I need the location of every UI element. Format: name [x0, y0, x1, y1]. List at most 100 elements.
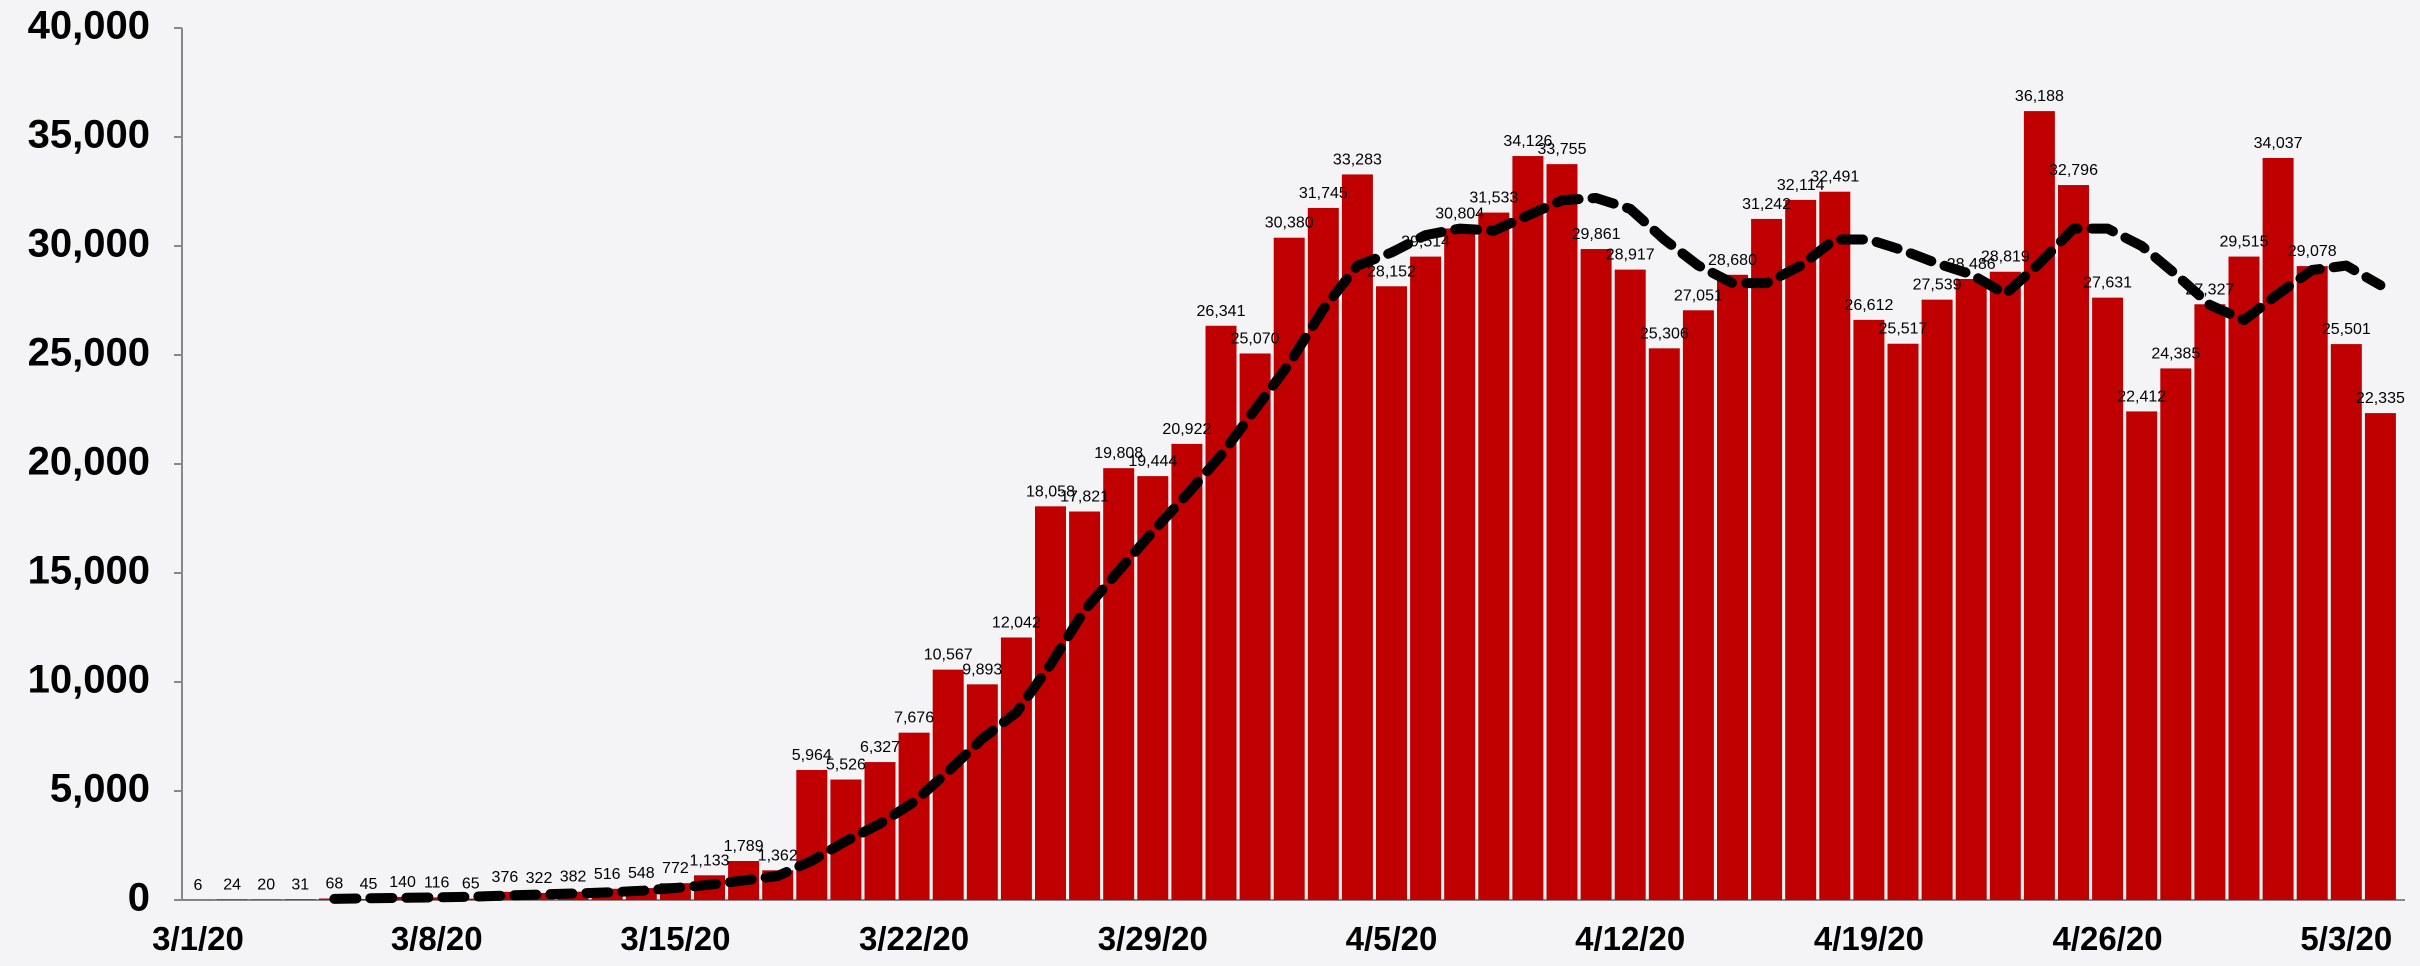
data-label: 10,567: [924, 647, 973, 664]
bar: [1682, 310, 1714, 900]
bar: [1785, 199, 1817, 900]
data-label: 772: [662, 860, 689, 877]
bar: [2330, 344, 2362, 900]
bar: [1035, 506, 1066, 900]
data-label: 1,133: [689, 852, 729, 869]
bar: [1648, 348, 1680, 900]
bar: [216, 899, 248, 900]
data-label: 34,037: [2254, 135, 2303, 152]
data-label: 25,070: [1231, 330, 1280, 347]
data-label: 25,501: [2322, 321, 2371, 338]
data-label: 5,964: [792, 747, 832, 764]
trend-line: [329, 193, 2386, 904]
data-label: 1,789: [724, 838, 764, 855]
x-tick-label: 4/5/20: [1346, 920, 1438, 957]
bar: [2092, 297, 2124, 901]
data-label: 45: [360, 876, 378, 893]
data-label: 36,188: [2015, 88, 2064, 105]
data-label: 376: [492, 869, 519, 886]
data-label: 12,042: [992, 614, 1041, 631]
bar: [1103, 468, 1135, 900]
data-label: 33,755: [1538, 141, 1587, 158]
data-label: 18,058: [1026, 483, 1075, 500]
x-tick-label: 3/1/20: [152, 920, 244, 957]
x-tick-label: 4/26/20: [2053, 920, 2163, 957]
bar: [1512, 156, 1544, 900]
bar: [1853, 319, 1885, 900]
bar: [2058, 185, 2089, 901]
data-label: 28,917: [1606, 247, 1655, 264]
bar: [966, 684, 998, 900]
data-label: 27,631: [2083, 275, 2132, 292]
data-label: 20,922: [1162, 421, 1211, 438]
bar: [1546, 164, 1578, 901]
bar: [1000, 637, 1032, 900]
data-label: 68: [326, 876, 344, 893]
data-label: 1,362: [758, 847, 798, 864]
data-label: 140: [389, 874, 416, 891]
data-label: 20: [257, 877, 275, 894]
bar: [2364, 413, 2396, 900]
bar: [284, 899, 316, 900]
bar: [2023, 111, 2055, 900]
bar: [1580, 249, 1612, 900]
bar: [1205, 325, 1237, 900]
bar: [2160, 368, 2192, 901]
bar: [1444, 228, 1476, 901]
data-label: 29,515: [2220, 234, 2269, 251]
bar: [1341, 174, 1373, 900]
data-label: 29,514: [1401, 234, 1450, 251]
y-tick-label: 30,000: [28, 222, 150, 266]
data-label: 31,242: [1742, 196, 1791, 213]
bar: [898, 732, 930, 900]
bar: [1751, 218, 1783, 901]
data-label: 17,821: [1060, 489, 1109, 506]
data-label: 28,819: [1981, 249, 2030, 266]
data-label: 7,676: [894, 710, 934, 727]
data-label: 29,861: [1572, 226, 1621, 243]
data-label: 25,306: [1640, 325, 1689, 342]
data-label: 31,745: [1299, 185, 1348, 202]
bar: [1069, 511, 1101, 900]
bar: [1921, 299, 1953, 901]
data-label: 32,796: [2049, 162, 2098, 179]
data-label: 25,517: [1879, 321, 1928, 338]
x-tick-label: 3/29/20: [1098, 920, 1208, 957]
data-label: 31,533: [1469, 190, 1518, 207]
bar: [1239, 353, 1271, 900]
data-label: 33,283: [1333, 151, 1382, 168]
data-label: 322: [526, 870, 553, 887]
bar: [2296, 266, 2328, 900]
y-tick-label: 35,000: [28, 113, 150, 157]
data-label: 24: [223, 876, 241, 893]
bar: [2194, 304, 2226, 901]
x-tick-label: 3/22/20: [859, 920, 969, 957]
bar: [1955, 279, 1987, 900]
data-label: 516: [594, 866, 621, 883]
data-label: 19,444: [1128, 453, 1177, 470]
data-label: 6,327: [860, 739, 900, 756]
data-label: 31: [291, 876, 309, 893]
bar: [2262, 157, 2294, 900]
bar: [1410, 256, 1442, 900]
data-label: 6: [194, 877, 203, 894]
data-label: 19,808: [1094, 445, 1143, 462]
y-tick-label: 15,000: [28, 549, 150, 593]
bar: [1478, 212, 1510, 901]
x-tick-label: 4/19/20: [1814, 920, 1924, 957]
data-label: 34,126: [1503, 133, 1552, 150]
bar: [1887, 343, 1919, 901]
bar: [1376, 286, 1407, 901]
data-label: 26,341: [1197, 303, 1246, 320]
data-label: 65: [462, 876, 480, 893]
bar: [1717, 274, 1748, 900]
bar: [2126, 411, 2158, 900]
data-label: 116: [424, 874, 450, 891]
data-label: 32,114: [1777, 177, 1825, 194]
data-label: 9,893: [962, 661, 1002, 678]
data-label: 24,385: [2151, 345, 2200, 362]
data-label: 382: [560, 869, 587, 886]
x-tick-label: 4/12/20: [1575, 920, 1685, 957]
y-tick-label: 10,000: [28, 658, 150, 702]
